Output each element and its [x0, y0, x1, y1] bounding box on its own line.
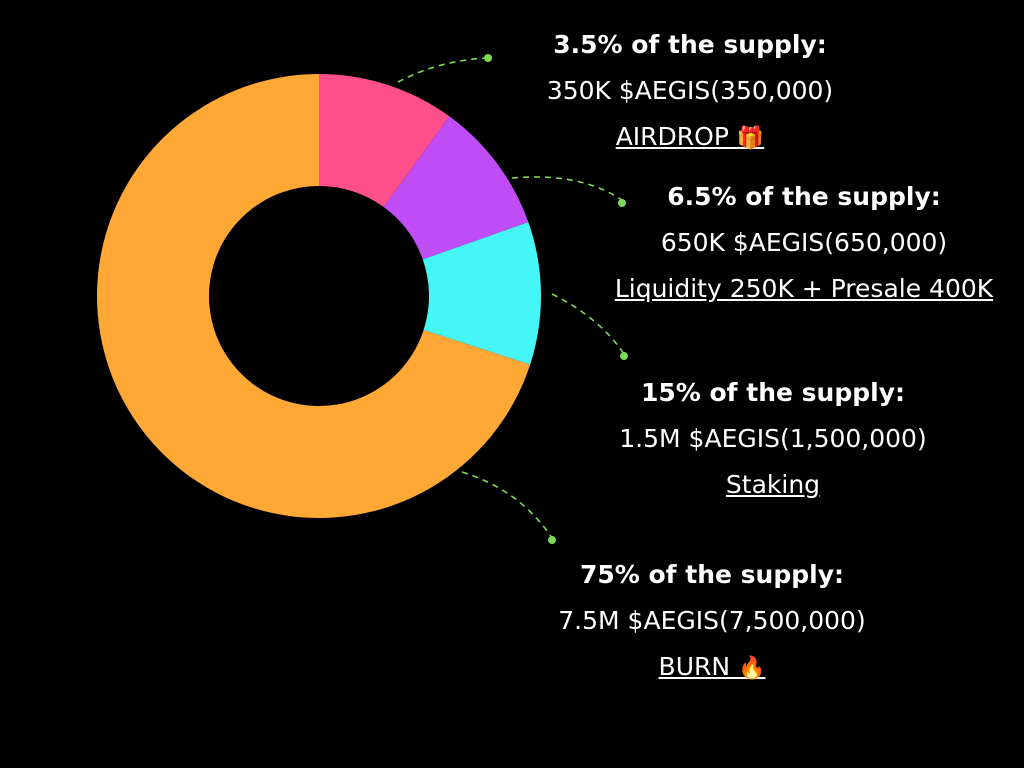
- annotation-head: 15% of the supply:: [640, 378, 906, 407]
- annotation-purpose: BURN 🔥: [512, 652, 912, 684]
- purpose-text: AIRDROP: [615, 122, 729, 151]
- purpose-text: BURN: [658, 652, 731, 681]
- annotation-airdrop: 3.5% of the supply: 350K $AEGIS(350,000)…: [490, 30, 890, 154]
- callout-arrows: [397, 54, 628, 544]
- annotation-liquidity: 6.5% of the supply: 650K $AEGIS(650,000)…: [584, 182, 1024, 304]
- annotation-head: 6.5% of the supply:: [667, 182, 941, 211]
- annotation-purpose: Liquidity 250K + Presale 400K: [614, 274, 994, 303]
- annotation-head: 3.5% of the supply:: [553, 30, 827, 59]
- annotation-purpose: Staking: [725, 470, 821, 499]
- annotation-amount: 7.5M $AEGIS(7,500,000): [558, 606, 866, 635]
- callout-arrow-line: [511, 176, 623, 201]
- annotation-head: 75% of the supply:: [579, 560, 845, 589]
- annotation-amount: 1.5M $AEGIS(1,500,000): [619, 424, 927, 453]
- annotation-amount: 350K $AEGIS(350,000): [546, 76, 834, 105]
- slice-airdrop: [319, 74, 450, 208]
- arrowhead-icon: [618, 199, 626, 207]
- fire-icon: 🔥: [738, 656, 766, 681]
- callout-arrow-line: [397, 57, 489, 83]
- slice-burn: [96, 74, 531, 519]
- arrowhead-icon: [484, 54, 492, 62]
- arrowhead-icon: [548, 536, 556, 544]
- slice-staking: [422, 222, 541, 365]
- annotation-staking: 15% of the supply: 1.5M $AEGIS(1,500,000…: [573, 378, 973, 500]
- slice-liquidity: [383, 116, 529, 260]
- arrowhead-icon: [620, 352, 628, 360]
- gift-icon: 🎁: [736, 126, 765, 151]
- annotation-burn: 75% of the supply: 7.5M $AEGIS(7,500,000…: [512, 560, 912, 684]
- annotation-purpose: AIRDROP 🎁: [490, 122, 890, 154]
- donut-slices: [96, 74, 541, 519]
- callout-arrow-line: [461, 471, 553, 539]
- annotation-amount: 650K $AEGIS(650,000): [660, 228, 948, 257]
